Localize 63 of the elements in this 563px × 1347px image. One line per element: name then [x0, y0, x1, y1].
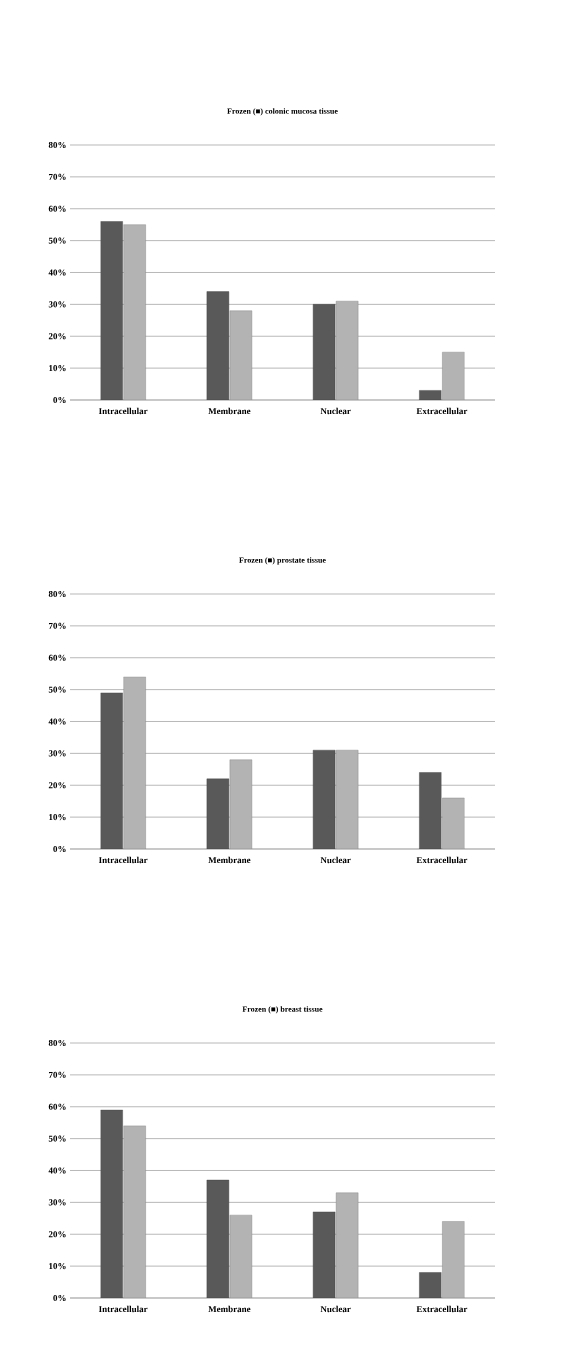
y-tick-label: 0% — [53, 1294, 66, 1302]
bar — [229, 310, 253, 400]
y-tick-label: 50% — [48, 686, 66, 693]
bar — [100, 1109, 123, 1298]
y-tick-label: 30% — [48, 301, 66, 308]
x-tick-label: Nuclear — [320, 856, 351, 864]
y-tick-label: 80% — [48, 590, 66, 598]
bar — [419, 772, 442, 849]
y-tick-label: 30% — [48, 1199, 66, 1206]
y-tick-label: 70% — [48, 622, 66, 629]
bar — [123, 1125, 146, 1298]
y-tick-label: 70% — [48, 173, 66, 180]
y-tick-label: 80% — [48, 1039, 66, 1047]
y-tick-label: 40% — [48, 1167, 66, 1174]
y-tick-label: 20% — [48, 1231, 66, 1238]
y-tick-label: 60% — [48, 205, 66, 212]
x-tick-label: Membrane — [208, 1305, 251, 1313]
y-tick-label: 10% — [49, 1263, 66, 1270]
bar — [123, 224, 146, 400]
x-tick-label: Intracellular — [98, 407, 148, 415]
bar — [312, 304, 336, 400]
x-tick-label: Nuclear — [320, 1305, 351, 1313]
y-tick-label: 80% — [48, 141, 66, 149]
y-tick-label: 10% — [49, 814, 66, 821]
y-tick-label: 0% — [53, 396, 66, 404]
chart-title: Frozen (■) breast tissue — [242, 1006, 323, 1014]
bar — [442, 1221, 465, 1298]
y-tick-label: 20% — [48, 333, 66, 340]
y-tick-label: 60% — [48, 654, 66, 661]
bar — [206, 778, 230, 849]
x-tick-label: Extracellular — [416, 856, 468, 864]
chart-title: Frozen (■) colonic mucosa tissue — [227, 108, 338, 116]
x-tick-label: Extracellular — [416, 1305, 468, 1313]
bar — [419, 1272, 442, 1298]
x-tick-label: Membrane — [208, 856, 251, 864]
y-tick-label: 0% — [53, 845, 66, 853]
x-tick-label: Nuclear — [320, 407, 351, 415]
bar — [335, 1192, 359, 1298]
y-tick-label: 60% — [48, 1103, 66, 1110]
x-tick-label: Intracellular — [98, 856, 148, 864]
y-tick-label: 40% — [48, 718, 66, 725]
bar — [123, 676, 146, 849]
y-tick-label: 50% — [48, 1135, 66, 1142]
x-tick-label: Extracellular — [416, 407, 468, 415]
bar — [442, 797, 465, 849]
y-tick-label: 10% — [49, 365, 66, 372]
x-tick-label: Membrane — [208, 407, 251, 415]
y-tick-label: 20% — [48, 782, 66, 789]
bar — [419, 390, 442, 400]
bar — [100, 221, 123, 400]
bar — [312, 749, 336, 849]
bar — [229, 759, 253, 849]
y-tick-label: 30% — [48, 750, 66, 757]
bar — [100, 692, 123, 849]
y-tick-label: 40% — [48, 269, 66, 276]
bar — [312, 1211, 336, 1298]
bar — [206, 1179, 230, 1298]
bar — [206, 291, 230, 400]
y-tick-label: 70% — [48, 1071, 66, 1078]
x-tick-label: Intracellular — [98, 1305, 148, 1313]
y-tick-label: 50% — [48, 237, 66, 244]
chart-title: Frozen (■) prostate tissue — [239, 557, 326, 565]
bar — [442, 351, 465, 400]
